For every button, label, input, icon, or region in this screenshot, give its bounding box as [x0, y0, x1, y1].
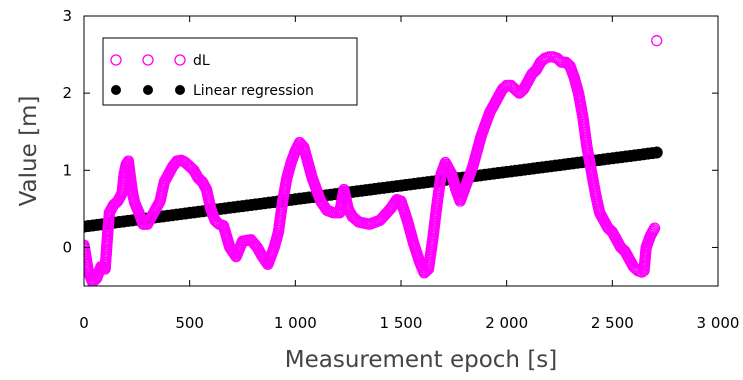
x-tick-label: 1 000 [274, 314, 317, 332]
legend-marker-point [175, 85, 185, 95]
legend-marker-point [110, 54, 122, 66]
dl-point [648, 222, 661, 234]
y-axis-title: Value [m] [16, 96, 42, 207]
x-tick-label: 500 [175, 314, 204, 332]
x-tick-label: 2 000 [485, 314, 528, 332]
axes: 0 500 1 000 1 500 2 000 2 500 3 000 0 1 2 3 [62, 7, 739, 332]
legend-marker-point [111, 85, 121, 95]
legend-marker-point [174, 54, 186, 66]
legend-marker-point [143, 85, 153, 95]
y-tick-label: 2 [62, 84, 72, 102]
y-tick-label: 0 [62, 238, 72, 256]
legend-marker-linear-regression [111, 85, 185, 95]
legend-marker-dl [110, 54, 186, 66]
dl-point-outlier [651, 35, 663, 47]
plot-marks [84, 35, 663, 286]
x-tick-label: 1 500 [380, 314, 423, 332]
legend-label-linear-regression: Linear regression [193, 83, 314, 99]
legend-marker-point [142, 54, 154, 66]
x-tick-label: 2 500 [591, 314, 634, 332]
series-dl [84, 35, 663, 286]
x-axis-title: Measurement epoch [s] [285, 347, 558, 373]
x-tick-label: 3 000 [697, 314, 740, 332]
y-tick-label: 3 [62, 7, 72, 25]
regression-point [650, 146, 663, 159]
legend-label-dl: dL [193, 53, 210, 69]
x-tick-label: 0 [79, 314, 89, 332]
legend: dL Linear regression [102, 37, 358, 106]
y-tick-label: 1 [62, 161, 72, 179]
